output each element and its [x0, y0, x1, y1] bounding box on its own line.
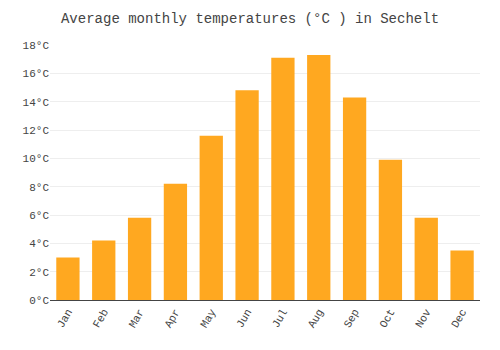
svg-text:0°C: 0°C	[29, 295, 49, 307]
svg-text:Jan: Jan	[55, 307, 75, 330]
svg-text:12°C: 12°C	[23, 125, 50, 137]
svg-text:Apr: Apr	[162, 307, 182, 330]
svg-text:10°C: 10°C	[23, 153, 50, 165]
svg-text:Dec: Dec	[449, 307, 469, 330]
svg-text:Jun: Jun	[234, 307, 254, 330]
svg-text:4°C: 4°C	[29, 238, 49, 250]
svg-text:16°C: 16°C	[23, 68, 50, 80]
svg-text:14°C: 14°C	[23, 97, 50, 109]
svg-text:Mar: Mar	[127, 307, 147, 330]
svg-text:Sep: Sep	[342, 307, 362, 330]
svg-text:May: May	[198, 307, 218, 330]
svg-text:Feb: Feb	[91, 307, 111, 330]
svg-text:Jul: Jul	[270, 307, 290, 330]
svg-text:Nov: Nov	[413, 307, 433, 330]
svg-text:8°C: 8°C	[29, 182, 49, 194]
svg-text:Aug: Aug	[306, 307, 326, 330]
svg-text:6°C: 6°C	[29, 210, 49, 222]
svg-text:18°C: 18°C	[23, 40, 50, 52]
svg-text:Average monthly temperatures (: Average monthly temperatures (°C ) in Se…	[61, 11, 439, 27]
svg-text:2°C: 2°C	[29, 267, 49, 279]
svg-text:Oct: Oct	[377, 307, 397, 330]
